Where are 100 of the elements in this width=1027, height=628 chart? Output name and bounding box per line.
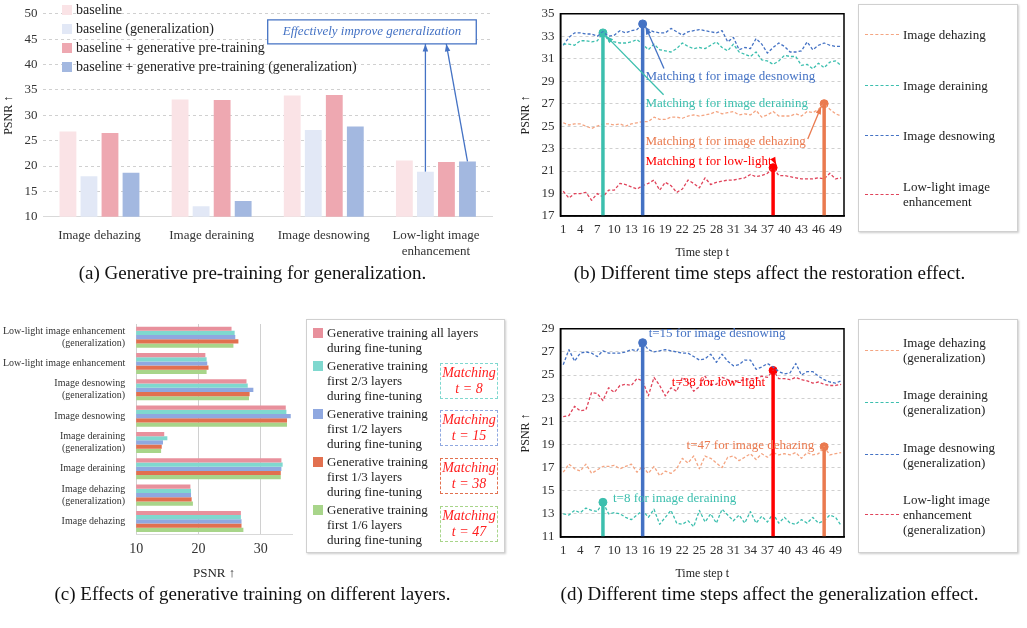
- x-tick-label: 31: [726, 221, 740, 237]
- x-tick-label: 16: [641, 221, 656, 237]
- y-tick-label: 19: [541, 184, 555, 200]
- x-tick-label: 40: [777, 542, 791, 558]
- annotation: Matching t for low-light: [645, 153, 772, 169]
- x-tick-label: 37: [760, 542, 775, 558]
- legend-label: Low-light image enhancement: [903, 179, 991, 210]
- x-axis-title: Time step t: [675, 565, 730, 580]
- y-tick-label: 27: [541, 343, 555, 359]
- y-axis-title: PSNR ↑: [518, 413, 533, 453]
- x-tick-label: 10: [129, 540, 144, 556]
- x-tick-label: 30: [253, 540, 268, 556]
- text: (d) Different time steps affect the generalization effect.: [560, 583, 979, 605]
- y-tick-label: 21: [541, 162, 555, 178]
- y-tick-label: 17: [541, 207, 555, 223]
- x-tick-label: 7: [594, 542, 602, 558]
- x-tick-label: 40: [777, 221, 791, 237]
- text: Matching t = 47: [440, 506, 498, 543]
- x-tick-label: 46: [811, 221, 826, 237]
- x-tick-label: 34: [743, 221, 758, 237]
- y-tick-label: 10: [24, 208, 38, 224]
- y-tick-label: 25: [541, 117, 555, 133]
- x-tick-label: 49: [828, 221, 842, 237]
- x-tick-label: 43: [794, 221, 808, 237]
- y-tick-label: 17: [541, 459, 555, 475]
- y-tick-label: 31: [541, 50, 555, 66]
- y-tick-label: Low-light image enhancement: [2, 357, 126, 369]
- y-tick-label: 33: [541, 27, 555, 43]
- legend-label: Generative training first 1/6 layers during fine-tuning: [327, 501, 429, 547]
- legend-label: Image deraining (generalization): [903, 387, 989, 418]
- y-tick-label: Image desnowing (generalization): [54, 377, 126, 402]
- x-tick-label: Image desnowing: [277, 227, 371, 243]
- legend-label: Generative training first 2/3 layers during fine-tuning: [327, 358, 429, 404]
- legend-label: Image desnowing: [903, 128, 997, 144]
- x-tick-label: 37: [760, 221, 775, 237]
- y-axis-title: PSNR ↑: [518, 95, 533, 135]
- text: (c) Effects of generative training on different layers.: [54, 583, 451, 605]
- x-tick-label: 7: [594, 221, 602, 237]
- y-tick-label: 45: [24, 30, 38, 46]
- annotation: Matching t for image dehazing: [645, 133, 807, 149]
- y-tick-label: 29: [541, 72, 555, 88]
- y-tick-label: 35: [24, 81, 38, 97]
- annotation: Effectively improve generalization: [281, 23, 462, 39]
- x-tick-label: 1: [559, 221, 567, 237]
- text: Matching t = 38: [440, 458, 498, 495]
- x-tick-label: 25: [692, 221, 706, 237]
- x-tick-label: Low-light image enhancement: [392, 227, 480, 258]
- x-tick-label: 28: [709, 221, 723, 237]
- y-tick-label: 27: [541, 95, 555, 111]
- legend-label: Generative training first 1/2 layers during fine-tuning: [327, 405, 429, 451]
- y-tick-label: 19: [541, 435, 555, 451]
- x-tick-label: 25: [692, 542, 706, 558]
- x-tick-label: 19: [658, 221, 672, 237]
- y-tick-label: 11: [541, 528, 555, 544]
- text: Matching t = 8: [440, 362, 498, 399]
- y-tick-label: 21: [541, 412, 555, 428]
- legend-label: baseline (generalization): [76, 21, 214, 36]
- y-axis-title: PSNR ↑: [1, 95, 16, 135]
- x-tick-label: 10: [607, 542, 621, 558]
- y-tick-label: Low-light image enhancement (generalization): [2, 324, 126, 349]
- y-tick-label: 50: [24, 5, 38, 21]
- y-tick-label: Image dehazing (generalization): [61, 482, 126, 507]
- y-tick-label: 25: [541, 366, 555, 382]
- x-axis-title: PSNR ↑: [192, 564, 236, 580]
- y-tick-label: 15: [541, 482, 555, 498]
- x-tick-label: Image deraining: [169, 227, 255, 243]
- legend-label: baseline + generative pre-training: [76, 40, 265, 55]
- x-tick-label: 22: [675, 221, 689, 237]
- x-tick-label: 43: [794, 542, 808, 558]
- x-tick-label: 13: [624, 221, 638, 237]
- x-tick-label: 4: [577, 221, 584, 237]
- annotation: Matching t for image deraining: [645, 94, 809, 110]
- y-tick-label: 40: [24, 55, 38, 71]
- y-tick-label: 29: [541, 320, 555, 336]
- annotation: Matching t for image desnowing: [645, 68, 816, 84]
- x-tick-label: 10: [607, 221, 621, 237]
- legend-label: Image dehazing (generalization): [903, 335, 987, 366]
- x-tick-label: 31: [726, 542, 740, 558]
- y-tick-label: 35: [541, 5, 555, 21]
- x-axis-title: Time step t: [675, 244, 730, 259]
- y-tick-label: Image deraining (generalization): [59, 430, 126, 455]
- x-tick-label: 1: [559, 542, 567, 558]
- x-tick-label: 19: [658, 542, 672, 558]
- legend-label: Image desnowing (generalization): [903, 439, 997, 470]
- text: (b) Different time steps affect the restoration effect.: [573, 262, 966, 284]
- y-tick-label: Image desnowing: [54, 409, 126, 421]
- x-tick-label: 20: [191, 540, 206, 556]
- x-tick-label: 4: [577, 542, 584, 558]
- y-tick-label: Image deraining: [59, 462, 126, 474]
- y-tick-label: 20: [24, 157, 38, 173]
- x-tick-label: 13: [624, 542, 638, 558]
- y-tick-label: Image dehazing: [61, 515, 126, 527]
- y-tick-label: 23: [541, 140, 555, 156]
- text: Matching t = 15: [440, 410, 498, 447]
- y-tick-label: 15: [24, 182, 38, 198]
- legend-label: Image deraining: [903, 77, 989, 93]
- x-tick-label: 49: [828, 542, 842, 558]
- x-tick-label: 34: [743, 542, 758, 558]
- legend-label: baseline: [76, 2, 122, 17]
- legend-label: Generative training first 1/3 layers during fine-tuning: [327, 453, 429, 499]
